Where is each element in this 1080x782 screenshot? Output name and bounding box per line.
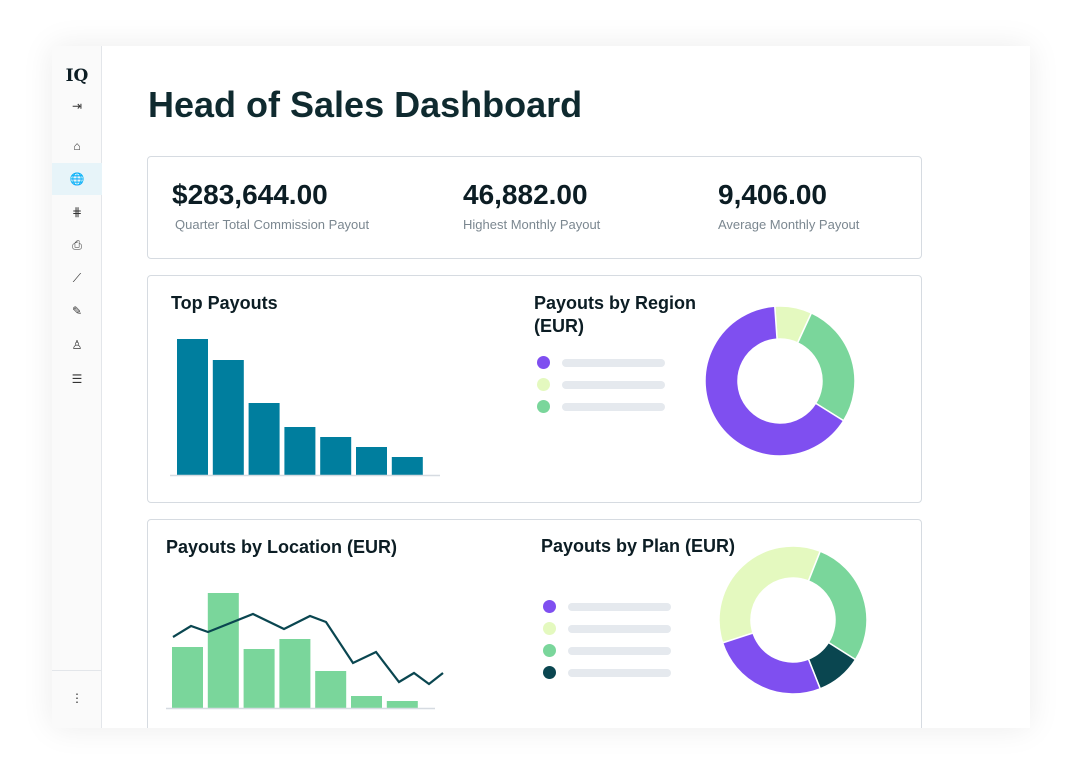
- legend-label-placeholder: [568, 668, 671, 677]
- legend-label-placeholder: [568, 602, 671, 611]
- sidebar: IQ ⇥ ⌂ 🌐 ⋕ ⎙ ⟋ ✎ ♙ ☰ ⋮: [52, 46, 102, 728]
- legend-swatch: [543, 600, 556, 613]
- bar: [284, 427, 316, 475]
- donut-slice: [704, 305, 845, 457]
- donut-slice: [718, 545, 822, 644]
- kpi-label: Average Monthly Payout: [718, 217, 860, 232]
- kpi-label: Quarter Total Commission Payout: [175, 217, 370, 232]
- legend-item: [537, 378, 665, 391]
- kpi-total: $283,644.00 Quarter Total Commission Payo…: [172, 179, 369, 232]
- bar: [391, 457, 423, 475]
- bar: [207, 593, 239, 708]
- chart-title-top-payouts: Top Payouts: [171, 293, 278, 313]
- more-menu-icon[interactable]: ⋮: [71, 691, 83, 705]
- kpi-value: 46,882.00: [463, 179, 588, 210]
- line-chart-icon[interactable]: ⟋: [72, 270, 82, 285]
- chart-title-location: Payouts by Location (EUR): [166, 537, 398, 557]
- legend-item: [543, 600, 671, 613]
- user-icon[interactable]: ♙: [71, 338, 83, 352]
- kpi-highest: 46,882.00 Highest Monthly Payout: [463, 179, 600, 232]
- chart-title-region: Payouts by Region (EUR): [534, 293, 697, 336]
- inbox-download-icon[interactable]: ⎙: [72, 237, 82, 252]
- globe-icon[interactable]: 🌐: [52, 163, 102, 195]
- kpi-average: 9,406.00 Average Monthly Payout: [718, 179, 859, 232]
- logo: IQ: [65, 66, 89, 86]
- legend-item: [537, 356, 665, 369]
- bar: [172, 647, 203, 708]
- home-icon[interactable]: ⌂: [73, 139, 81, 153]
- adjustments-icon[interactable]: ⋕: [71, 205, 83, 219]
- legend-swatch: [543, 622, 556, 635]
- edit-document-icon[interactable]: ✎: [71, 304, 83, 318]
- donut-slice: [796, 311, 856, 422]
- legend-item: [543, 622, 671, 635]
- bar: [177, 339, 208, 475]
- kpi-value: $283,644.00: [172, 179, 328, 210]
- chart-title-plan: Payouts by Plan (EUR): [541, 536, 736, 556]
- bar: [315, 671, 347, 708]
- kpi-label: Highest Monthly Payout: [463, 217, 601, 232]
- legend-label-placeholder: [562, 358, 665, 367]
- kpi-value: 9,406.00: [718, 179, 827, 210]
- donut-slice: [807, 550, 868, 661]
- bar: [243, 649, 275, 708]
- legend-swatch: [537, 400, 550, 413]
- bar: [320, 437, 352, 475]
- legend-item: [543, 666, 671, 679]
- legend-swatch: [537, 356, 550, 369]
- legend-label-placeholder: [568, 624, 671, 633]
- legend-swatch: [537, 378, 550, 391]
- bar: [386, 701, 418, 708]
- bar: [356, 447, 387, 475]
- collapse-icon[interactable]: ⇥: [71, 99, 83, 113]
- legend-item: [537, 400, 665, 413]
- legend-swatch: [543, 644, 556, 657]
- trend-line: [172, 612, 444, 686]
- bar: [248, 403, 280, 475]
- legend-swatch: [543, 666, 556, 679]
- sidebar-divider: [52, 670, 102, 671]
- bar: [351, 696, 382, 708]
- legend-label-placeholder: [568, 646, 671, 655]
- bar: [212, 360, 244, 475]
- checklist-icon[interactable]: ☰: [71, 372, 83, 386]
- legend-label-placeholder: [562, 380, 665, 389]
- donut-slice: [721, 632, 822, 695]
- legend-item: [543, 644, 671, 657]
- legend-label-placeholder: [562, 402, 665, 411]
- page-title: Head of Sales Dashboard: [148, 84, 583, 125]
- bar: [279, 639, 311, 708]
- kpi-card: $283,644.00 Quarter Total Commission Payo…: [147, 156, 922, 259]
